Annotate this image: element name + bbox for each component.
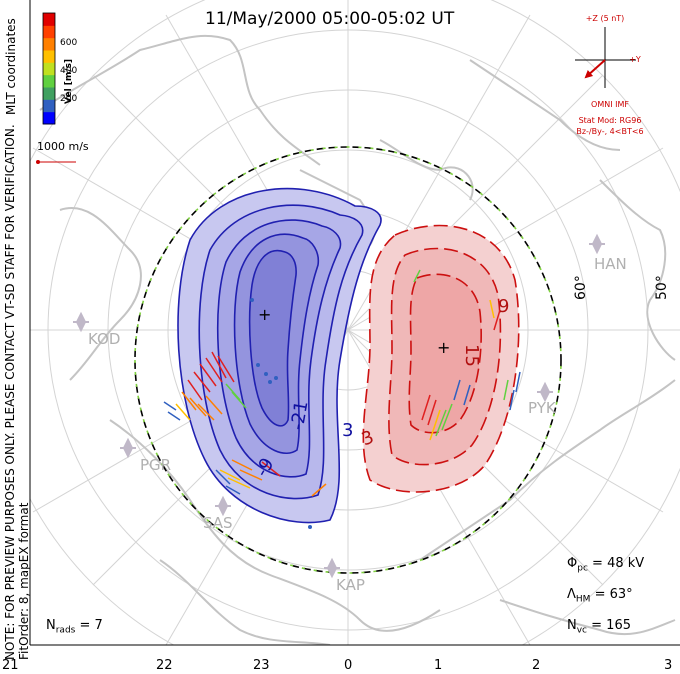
hm-boundary [134, 146, 562, 574]
page-title: 11/May/2000 05:00-05:02 UT [205, 9, 455, 29]
contour-label-pos-15: 15 [460, 344, 482, 367]
colorbar-segment [43, 87, 55, 100]
colorbar-segment [43, 50, 55, 63]
mlt-tick-23: 23 [253, 658, 270, 673]
imf-by-label: +Y [629, 55, 641, 64]
landmass-outlines [39, 34, 676, 645]
station-markers [73, 233, 605, 579]
colorbar-tick: 600 [60, 38, 78, 48]
colorbar-segment [43, 37, 55, 51]
contour-label-pos-9: 9 [498, 296, 510, 317]
imf-dial [575, 27, 636, 88]
mlt-tick-21: 21 [2, 658, 19, 673]
imf-source: OMNI IMF [591, 100, 629, 109]
colorbar-tick: 400 [60, 66, 78, 76]
colorbar-segment [43, 99, 55, 113]
station-label-sas: SAS [203, 514, 233, 532]
imf-stat-mod: Stat Mod: RG96 [578, 116, 642, 125]
reference-vector-label: 1000 m/s [37, 140, 89, 153]
colorbar-segment [43, 111, 55, 125]
preview-note-line1: NOTE: FOR PREVIEW PURPOSES ONLY. PLEASE … [3, 124, 17, 660]
latitude-label-60: 60° [573, 275, 589, 300]
station-label-han: HAN [594, 255, 627, 273]
imf-condition: Bz-/By-, 4<BT<6 [576, 127, 644, 136]
mlt-tick-2: 2 [532, 658, 541, 673]
colorbar-segment [43, 74, 55, 88]
station-label-pgr: PGR [140, 456, 172, 474]
imf-bz-label: +Z (5 nT) [585, 14, 625, 23]
colorbar-segment [43, 62, 55, 76]
hm-boundary-green [134, 146, 562, 574]
station-label-pyk: PYK [528, 399, 556, 417]
svg-text:+: + [258, 305, 271, 324]
station-label-kod: KOD [88, 330, 121, 348]
mlt-tick-0: 0 [344, 658, 353, 673]
stat-n-rads: Nrads = 7 [46, 618, 103, 636]
latitude-label-50: 50° [654, 275, 670, 300]
stat-n-vc: Nvc = 165 [567, 618, 631, 636]
negative-potential-cell: + [177, 187, 382, 524]
contour-label-neg-3: 3 [342, 420, 354, 441]
colorbar-segment [43, 25, 55, 39]
positive-potential-cell: + [362, 224, 520, 493]
mlt-tick-22: 22 [156, 658, 173, 673]
velocity-colorbar [42, 12, 56, 125]
preview-note-line2: FitOrder: 8, mapEX format [17, 502, 31, 660]
coord-label: MLT coordinates [4, 18, 18, 115]
colorbar-tick: 200 [60, 94, 78, 104]
colorbar-segment [43, 13, 55, 26]
colorbar-frame [42, 12, 56, 125]
stat-phi-pc: Φpc = 48 kV [567, 556, 645, 574]
svg-text:+: + [437, 338, 450, 357]
mlt-tick-3: 3 [664, 658, 673, 673]
preview-note: NOTE: FOR PREVIEW PURPOSES ONLY. PLEASE … [3, 124, 31, 660]
velocity-vectors [163, 269, 521, 529]
stat-lambda-hm: ΛHM = 63° [567, 587, 633, 605]
mlt-tick-1: 1 [434, 658, 443, 673]
station-label-kap: KAP [336, 576, 365, 594]
